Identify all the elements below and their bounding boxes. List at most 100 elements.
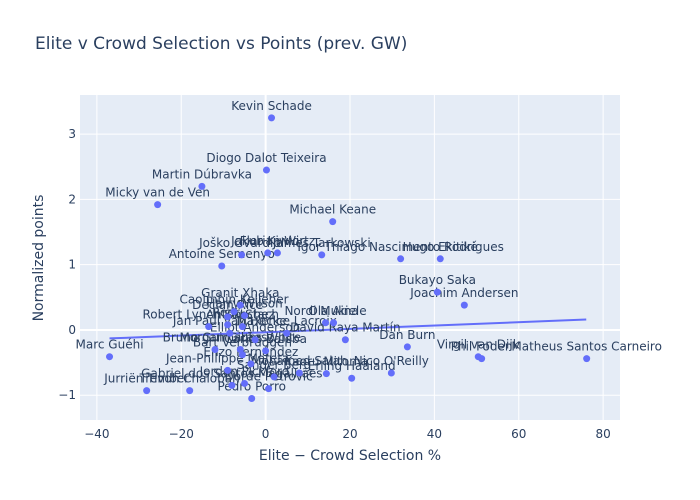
gridlines xyxy=(80,95,620,420)
data-point[interactable] xyxy=(238,323,246,331)
point-label: Bart Verbruggen xyxy=(193,336,292,350)
x-tick-label: −40 xyxy=(84,427,109,441)
point-label: Diogo Dalot Teixeira xyxy=(206,151,326,165)
data-point[interactable] xyxy=(295,369,303,377)
data-point[interactable] xyxy=(198,182,206,190)
data-point[interactable] xyxy=(436,255,444,263)
data-point[interactable] xyxy=(224,313,232,321)
data-point[interactable] xyxy=(322,370,330,378)
point-label: Nordi Mukiele xyxy=(284,304,366,318)
data-point[interactable] xyxy=(251,336,259,344)
point-label: Trevoh Chalobah xyxy=(139,372,240,386)
x-tick-label: 0 xyxy=(262,427,270,441)
point-label: Jan Paul van Hecke xyxy=(172,314,287,328)
data-point[interactable] xyxy=(403,343,411,351)
data-point[interactable] xyxy=(228,381,236,389)
data-point[interactable] xyxy=(262,166,270,174)
y-axis-ticks: −1 0 1 2 3 xyxy=(58,127,76,402)
data-point[interactable] xyxy=(241,312,249,320)
point-label: David Raya Martín xyxy=(290,321,400,335)
data-point[interactable] xyxy=(224,321,232,329)
point-label: Kevin Schade xyxy=(231,99,312,113)
point-label: Joško Gvardiol xyxy=(198,236,284,250)
y-tick-label: 2 xyxy=(68,192,76,206)
data-point[interactable] xyxy=(226,329,234,337)
point-label: Đorđe Petrović xyxy=(224,370,312,384)
point-label: Antoine Semenyo xyxy=(169,247,275,261)
data-point[interactable] xyxy=(230,308,238,316)
data-point[interactable] xyxy=(265,385,273,393)
point-label: Bukayo Saka xyxy=(399,273,476,287)
data-point[interactable] xyxy=(329,218,337,226)
point-label: Jordan Pickford xyxy=(199,364,290,378)
data-point[interactable] xyxy=(330,319,338,327)
data-point[interactable] xyxy=(205,323,213,331)
data-point[interactable] xyxy=(218,262,226,270)
x-axis-ticks: −40 −20 0 20 40 60 80 xyxy=(84,427,611,441)
data-point[interactable] xyxy=(143,387,151,395)
point-label: Joachim Andersen xyxy=(409,286,518,300)
x-tick-label: 20 xyxy=(342,427,357,441)
trendline xyxy=(109,318,587,340)
x-axis-title: Elite − Crowd Selection % xyxy=(259,448,441,464)
y-tick-label: 0 xyxy=(68,323,76,337)
x-tick-label: 80 xyxy=(595,427,610,441)
data-point[interactable] xyxy=(318,251,326,259)
point-label: Enzo Fernández xyxy=(203,345,298,359)
data-point[interactable] xyxy=(460,301,468,309)
point-label: James Tarkowski xyxy=(272,236,371,250)
point-label: Granit Xhaka xyxy=(201,286,279,300)
point-label: Jurriën Timber xyxy=(103,372,189,386)
data-point[interactable] xyxy=(106,353,114,361)
data-point[interactable] xyxy=(186,387,194,395)
data-point[interactable] xyxy=(270,373,278,381)
data-point[interactable] xyxy=(583,355,591,363)
data-point[interactable] xyxy=(387,369,395,377)
point-label: Marc Guéhi xyxy=(76,338,144,352)
data-point[interactable] xyxy=(264,249,272,257)
data-point[interactable] xyxy=(238,251,246,259)
point-label: Michael Keane xyxy=(289,203,376,217)
point-label: Micky van de Ven xyxy=(105,186,210,200)
point-label: Erling Haaland xyxy=(308,359,396,373)
point-label: Nico O'Reilly xyxy=(354,354,429,368)
data-point[interactable] xyxy=(322,319,330,327)
point-label: Bruno Guimarães xyxy=(163,331,268,345)
point-label: Ola Aina xyxy=(308,304,358,318)
point-label: Virgil van Dijk xyxy=(437,338,520,352)
point-label: Jean-Philippe Mateta xyxy=(165,351,289,365)
point-label: Martin Dúbravka xyxy=(152,167,252,181)
data-point[interactable] xyxy=(247,360,255,368)
data-point[interactable] xyxy=(348,374,356,382)
point-label: Robert Lynch Sánchez xyxy=(142,308,274,322)
y-tick-label: 1 xyxy=(68,258,76,272)
point-label: Sander Berg xyxy=(237,358,311,372)
data-point[interactable] xyxy=(224,366,232,374)
data-point[interactable] xyxy=(341,336,349,344)
x-tick-label: −20 xyxy=(169,427,194,441)
point-label: Hugo Ekitiké xyxy=(403,240,478,254)
point-label: Declan Rice xyxy=(192,298,263,312)
data-point[interactable] xyxy=(236,301,244,309)
data-point[interactable] xyxy=(241,379,249,387)
data-point[interactable] xyxy=(397,255,405,263)
point-labels: Kevin Schade Diogo Dalot Teixeira Martin D… xyxy=(76,99,662,394)
data-point[interactable] xyxy=(283,329,291,337)
data-point[interactable] xyxy=(433,288,441,296)
data-point[interactable] xyxy=(211,346,219,354)
y-axis-title: Normalized points xyxy=(31,195,47,322)
point-label: Jakub Kiwior xyxy=(230,234,304,248)
data-point[interactable] xyxy=(268,114,276,122)
point-label: Kaoru Mitoma xyxy=(285,355,368,369)
data-point[interactable] xyxy=(154,201,162,209)
data-point[interactable] xyxy=(248,394,256,402)
point-label: Igor Thiago Nascimento Rodrigues xyxy=(297,240,504,254)
data-point[interactable] xyxy=(238,351,246,359)
data-points xyxy=(106,114,591,402)
data-point[interactable] xyxy=(273,249,281,257)
data-point[interactable] xyxy=(478,355,486,363)
point-label: Phil Foden xyxy=(451,340,513,354)
point-label: Matheus Santos Carneiro xyxy=(511,340,662,354)
data-point[interactable] xyxy=(262,347,270,355)
